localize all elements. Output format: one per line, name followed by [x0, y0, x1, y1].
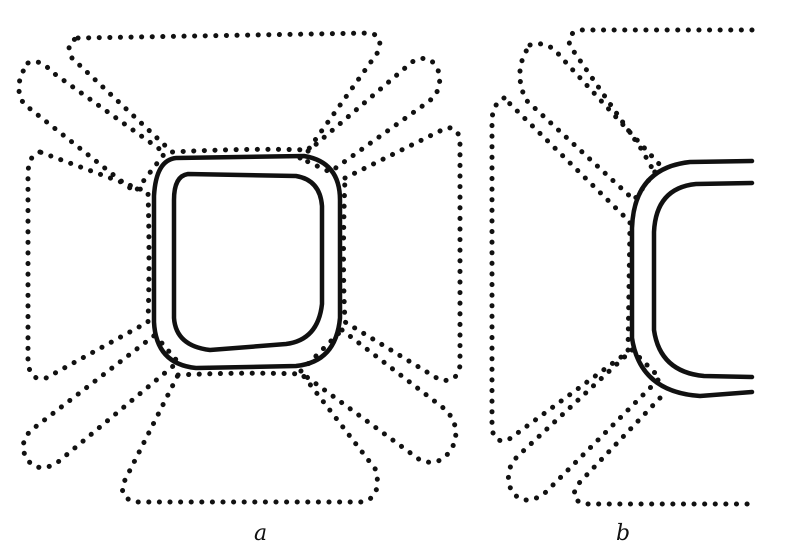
- figure-b: [489, 27, 755, 507]
- left-trapezoid-outline: [25, 149, 152, 382]
- left-trapezoid-outline-b: [489, 95, 633, 444]
- bottom-bar-outline: [571, 395, 755, 507]
- central-frame-outer: [151, 153, 343, 371]
- strip-lower-right: [297, 327, 459, 465]
- caption-b: b: [616, 521, 630, 546]
- figure-a: [16, 30, 463, 505]
- right-trapezoid-outline: [341, 125, 463, 383]
- strip-upper-left: [16, 59, 168, 195]
- top-trapezoid-outline: [66, 30, 383, 155]
- strip-lower-left: [20, 332, 181, 471]
- strip-upper-b: [517, 41, 663, 203]
- caption-a: a: [254, 521, 267, 546]
- partial-frame-outer: [629, 158, 755, 399]
- top-bar-outline: [566, 27, 755, 171]
- strip-lower-b: [505, 347, 663, 503]
- strip-upper-right: [297, 55, 443, 175]
- central-frame-inner: [171, 171, 325, 353]
- partial-frame-inner: [651, 180, 755, 380]
- bottom-trapezoid-outline: [120, 370, 380, 505]
